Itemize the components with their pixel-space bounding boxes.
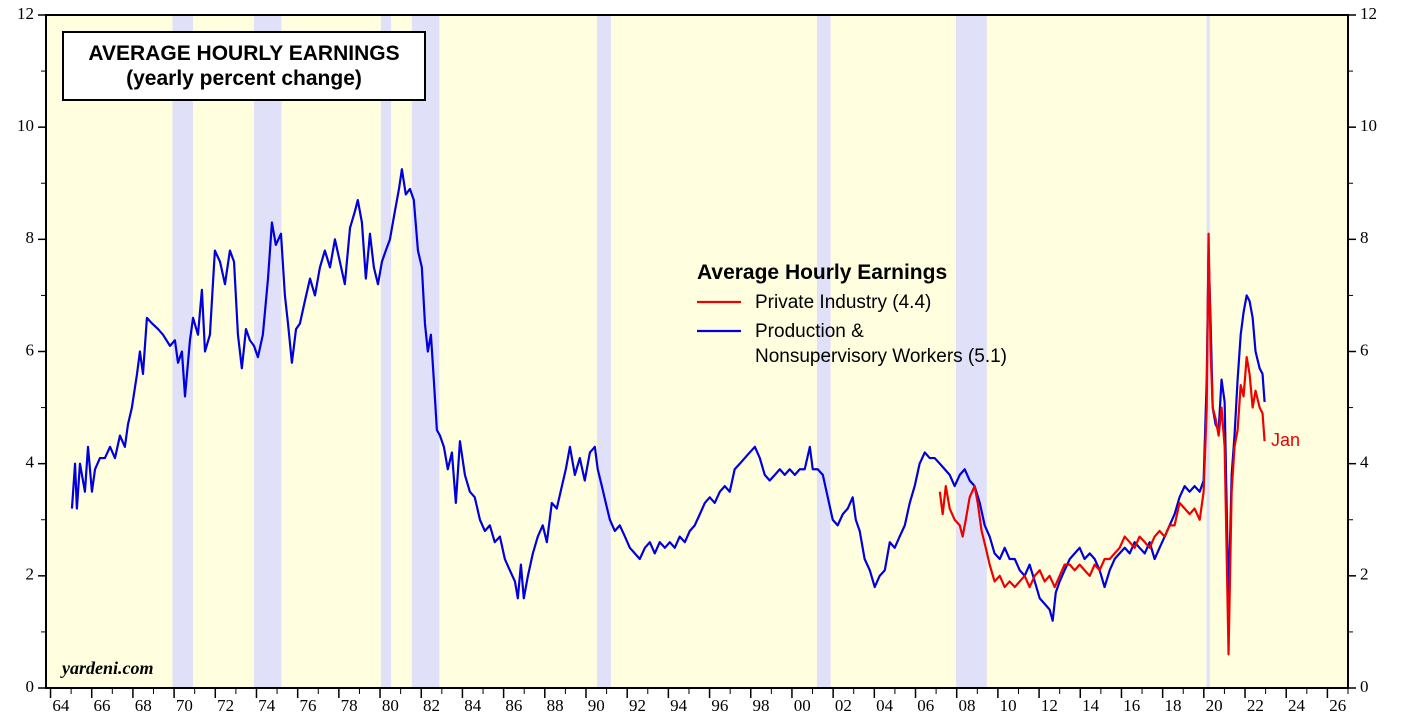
series-line: [938, 232, 1266, 656]
x-tick-label: 80: [382, 696, 399, 715]
recession-band: [955, 15, 987, 688]
x-tick-label: 98: [753, 696, 770, 715]
source-label: yardeni.com: [62, 658, 154, 678]
y-tick-label-right: 10: [1360, 116, 1377, 135]
x-tick-label: 88: [547, 696, 564, 715]
y-tick-label-right: 12: [1360, 4, 1377, 23]
recession-band: [380, 15, 392, 688]
x-tick-label: 76: [299, 696, 316, 715]
x-tick-label: 26: [1329, 696, 1346, 715]
y-tick-label: 10: [17, 116, 34, 135]
x-tick-label: 24: [1288, 696, 1306, 715]
series-line: [70, 168, 1266, 622]
x-tick-label: 22: [1247, 696, 1264, 715]
x-tick-label: 78: [341, 696, 358, 715]
legend-label: Production & Nonsupervisory Workers (5.1…: [755, 321, 1008, 367]
x-tick-label: 00: [794, 696, 811, 715]
y-tick-label-right: 8: [1360, 228, 1369, 247]
x-tick-label: 16: [1123, 696, 1140, 715]
x-tick-label: 86: [505, 696, 522, 715]
legend-label: Private Industry (4.4): [755, 292, 932, 313]
y-tick-label: 2: [26, 565, 35, 584]
x-tick-label: 18: [1164, 696, 1181, 715]
y-tick-label: 12: [17, 4, 34, 23]
x-tick-label: 84: [464, 696, 482, 715]
plot-frame: [45, 14, 1349, 689]
y-tick-label-right: 6: [1360, 340, 1369, 359]
y-tick-label-right: 4: [1360, 453, 1369, 472]
x-tick-label: 14: [1082, 696, 1100, 715]
y-tick-label: 6: [26, 340, 35, 359]
x-tick-label: 68: [135, 696, 152, 715]
x-tick-label: 20: [1206, 696, 1223, 715]
title-box: AVERAGE HOURLY EARNINGS (yearly percent …: [62, 31, 426, 101]
x-tick-label: 94: [670, 696, 688, 715]
y-tick-label-right: 2: [1360, 565, 1369, 584]
y-tick-label: 0: [26, 677, 35, 696]
x-tick-label: 70: [176, 696, 193, 715]
x-tick-label: 08: [958, 696, 975, 715]
y-tick-label: 8: [26, 228, 35, 247]
y-tick-label-right: 0: [1360, 677, 1369, 696]
recession-band: [816, 15, 831, 688]
x-tick-label: 82: [423, 696, 440, 715]
chart-title: AVERAGE HOURLY EARNINGS: [88, 42, 400, 65]
x-tick-label: 64: [52, 696, 70, 715]
x-tick-label: 96: [711, 696, 728, 715]
recession-band: [597, 15, 611, 688]
x-tick-label: 92: [629, 696, 646, 715]
chart-subtitle: (yearly percent change): [126, 67, 362, 90]
x-tick-label: 06: [917, 696, 934, 715]
x-tick-label: 12: [1041, 696, 1058, 715]
x-tick-label: 66: [94, 696, 111, 715]
x-tick-label: 02: [835, 696, 852, 715]
x-tick-label: 72: [217, 696, 234, 715]
y-tick-label: 4: [26, 453, 35, 472]
annotation: Jan: [1271, 430, 1301, 450]
legend-title: Average Hourly Earnings: [697, 261, 948, 284]
plot-background: [46, 15, 1348, 688]
x-tick-label: 74: [258, 696, 276, 715]
x-tick-label: 10: [1000, 696, 1017, 715]
recession-band: [411, 15, 440, 688]
x-tick-label: 04: [876, 696, 894, 715]
x-tick-label: 90: [588, 696, 605, 715]
